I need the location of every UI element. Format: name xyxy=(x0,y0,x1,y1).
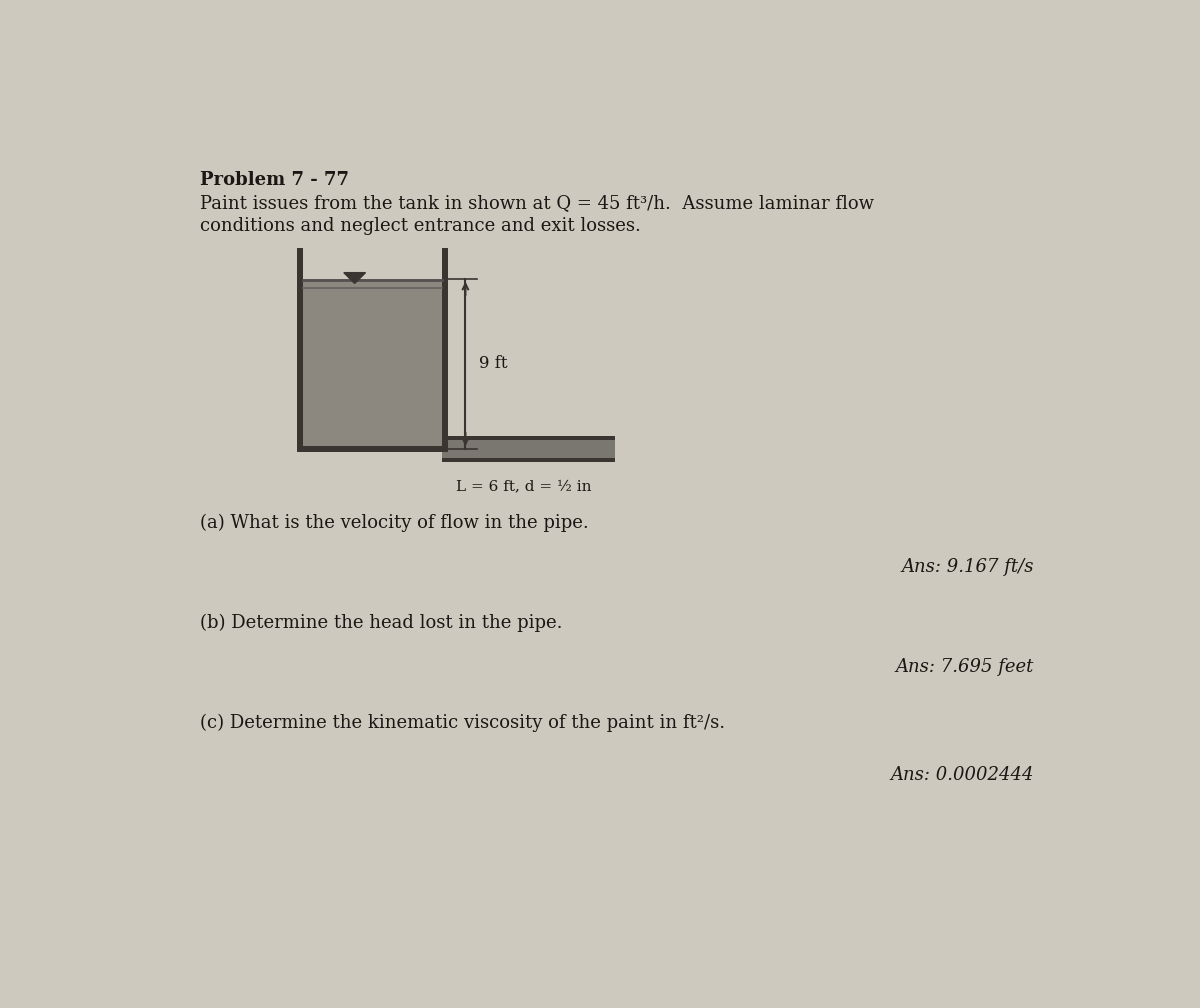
Text: Ans: 9.167 ft/s: Ans: 9.167 ft/s xyxy=(901,558,1033,577)
Text: 9 ft: 9 ft xyxy=(479,356,508,372)
Bar xyxy=(442,435,616,439)
Text: L = 6 ft, d = ½ in: L = 6 ft, d = ½ in xyxy=(456,480,592,494)
Text: conditions and neglect entrance and exit losses.: conditions and neglect entrance and exit… xyxy=(200,217,641,235)
Bar xyxy=(298,248,304,452)
Bar xyxy=(442,439,616,459)
Text: Ans: 0.0002444: Ans: 0.0002444 xyxy=(890,766,1033,784)
Text: (a) What is the velocity of flow in the pipe.: (a) What is the velocity of flow in the … xyxy=(200,514,589,532)
Bar xyxy=(442,459,616,462)
Bar xyxy=(298,446,449,452)
Text: Ans: 7.695 feet: Ans: 7.695 feet xyxy=(895,658,1033,676)
Text: (c) Determine the kinematic viscosity of the paint in ft²/s.: (c) Determine the kinematic viscosity of… xyxy=(200,714,726,732)
Bar xyxy=(442,248,449,452)
Text: (b) Determine the head lost in the pipe.: (b) Determine the head lost in the pipe. xyxy=(200,614,563,632)
Text: Problem 7 - 77: Problem 7 - 77 xyxy=(200,171,349,190)
Bar xyxy=(304,279,442,452)
Text: Paint issues from the tank in shown at Q = 45 ft³/h.  Assume laminar flow: Paint issues from the tank in shown at Q… xyxy=(200,195,875,212)
Polygon shape xyxy=(344,272,366,283)
